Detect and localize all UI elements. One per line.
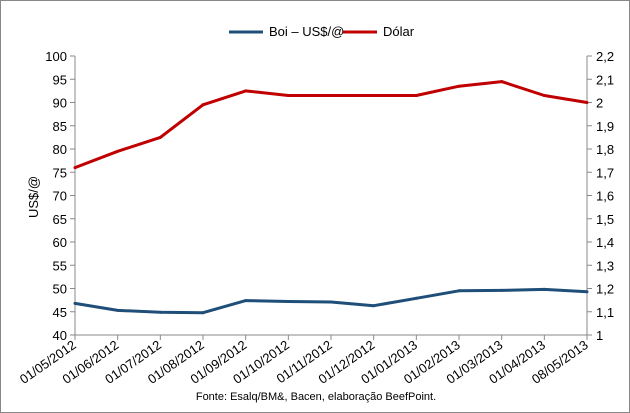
left-tick-label: 80: [53, 142, 67, 157]
data-point-dolar: [244, 89, 248, 93]
right-tick-label: 1,1: [596, 305, 614, 320]
right-tick-label: 2,1: [596, 72, 614, 87]
data-point-boi: [457, 289, 461, 293]
legend-label-boi: Boi – US$/@: [269, 24, 344, 39]
left-tick-label: 90: [53, 96, 67, 111]
data-point-dolar: [414, 94, 418, 97]
data-point-boi: [542, 287, 546, 291]
left-tick-label: 50: [53, 282, 67, 297]
data-point-dolar: [158, 135, 162, 139]
right-tick-label: 1,9: [596, 119, 614, 134]
data-point-dolar: [116, 149, 120, 153]
series-layer: [73, 80, 589, 315]
data-point-dolar: [286, 94, 290, 97]
left-axis-ticks: 40 45 50 55 60 65 70 75 80 85 90 95 100: [45, 49, 75, 343]
right-axis-ticks: 1 1,1 1,2 1,3 1,4 1,5 1,6 1,7 1,8 1,9 2 2,1 2,2: [587, 49, 614, 343]
left-tick-label: 40: [53, 328, 67, 343]
left-tick-label: 85: [53, 119, 67, 134]
data-point-dolar: [585, 101, 589, 104]
left-tick-label: 60: [53, 235, 67, 250]
right-tick-label: 2,2: [596, 49, 614, 64]
data-point-dolar: [542, 94, 546, 97]
data-point-boi: [116, 308, 120, 312]
data-point-boi: [500, 288, 504, 292]
right-tick-label: 1,6: [596, 189, 614, 204]
right-tick-label: 1,3: [596, 258, 614, 273]
right-tick-label: 1,8: [596, 142, 614, 157]
right-tick-label: 1,7: [596, 165, 614, 180]
legend: Boi – US$/@ Dólar: [229, 24, 415, 39]
data-point-boi: [201, 311, 205, 315]
right-tick-label: 1,4: [596, 235, 614, 250]
data-point-boi: [329, 300, 333, 304]
axes: [74, 56, 588, 336]
left-tick-label: 75: [53, 165, 67, 180]
right-tick-label: 1,2: [596, 282, 614, 297]
legend-label-dolar: Dólar: [383, 24, 415, 39]
data-point-boi: [158, 310, 162, 314]
data-point-boi: [414, 296, 418, 300]
data-point-dolar: [372, 94, 376, 97]
data-point-dolar: [201, 103, 205, 107]
data-point-dolar: [329, 94, 333, 97]
right-tick-label: 1,5: [596, 212, 614, 227]
data-point-dolar: [73, 166, 77, 170]
data-point-boi: [286, 300, 290, 303]
left-tick-label: 100: [45, 49, 67, 64]
data-point-dolar: [457, 84, 461, 88]
source-note: Fonte: Esalq/BM&, Bacen, elaboração Beef…: [196, 391, 436, 403]
right-tick-label: 1: [596, 328, 603, 343]
left-tick-label: 70: [53, 189, 67, 204]
left-tick-label: 45: [53, 305, 67, 320]
data-point-boi: [244, 299, 248, 303]
data-point-boi: [585, 290, 589, 294]
data-point-dolar: [500, 80, 504, 84]
left-tick-label: 65: [53, 212, 67, 227]
data-point-boi: [73, 301, 77, 305]
right-tick-label: 2: [596, 96, 603, 111]
left-tick-label: 55: [53, 258, 67, 273]
y-axis-title: US$/@: [26, 176, 41, 218]
left-tick-label: 95: [53, 72, 67, 87]
x-axis-ticks: 01/05/201201/06/201201/07/201201/08/2012…: [17, 335, 591, 387]
data-point-boi: [372, 304, 376, 308]
